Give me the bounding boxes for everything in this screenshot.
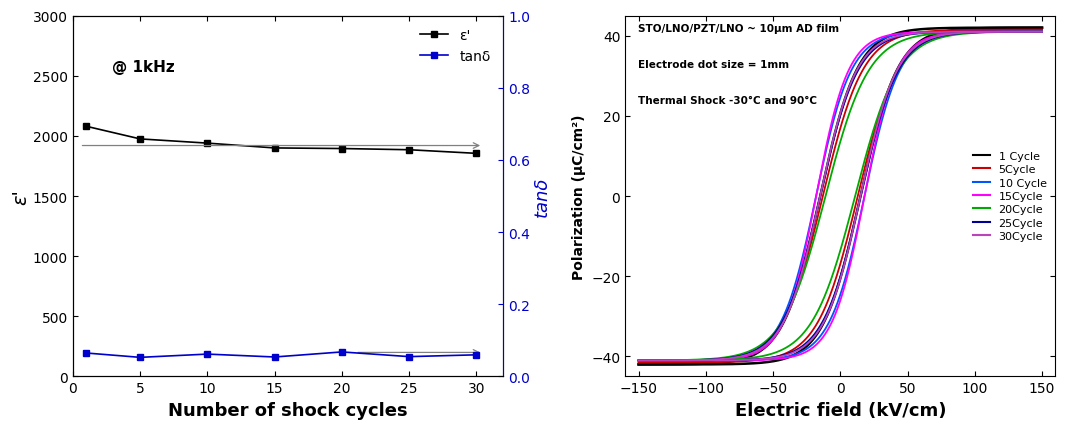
Text: @ 1kHz: @ 1kHz [111, 60, 174, 75]
Legend: 1 Cycle, 5Cycle, 10 Cycle, 15Cycle, 20Cycle, 25Cycle, 30Cycle: 1 Cycle, 5Cycle, 10 Cycle, 15Cycle, 20Cy… [970, 148, 1050, 245]
X-axis label: Electric field (kV/cm): Electric field (kV/cm) [735, 401, 946, 419]
Text: Electrode dot size = 1mm: Electrode dot size = 1mm [638, 60, 789, 70]
X-axis label: Number of shock cycles: Number of shock cycles [168, 401, 408, 419]
Y-axis label: tanδ: tanδ [533, 176, 551, 217]
Legend: ε', tanδ: ε', tanδ [414, 24, 497, 70]
Y-axis label: Polarization (μC/cm²): Polarization (μC/cm²) [571, 114, 585, 279]
Y-axis label: ε': ε' [11, 189, 30, 205]
Text: STO/LNO/PZT/LNO ~ 10μm AD film: STO/LNO/PZT/LNO ~ 10μm AD film [638, 24, 839, 34]
Text: Thermal Shock -30°C and 90°C: Thermal Shock -30°C and 90°C [638, 96, 817, 106]
